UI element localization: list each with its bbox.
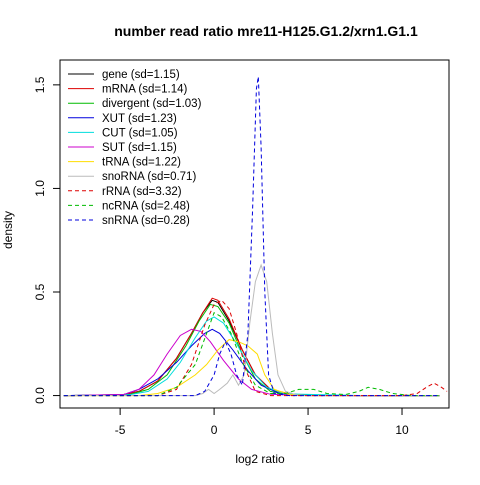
- series-line: [63, 263, 440, 397]
- y-tick-label: 0.0: [33, 387, 47, 404]
- legend-label: mRNA (sd=1.14): [102, 84, 187, 96]
- x-tick-label: 10: [395, 423, 409, 437]
- legend-label: tRNA (sd=1.22): [102, 157, 181, 169]
- series-line: [63, 316, 440, 397]
- legend-label: ncRNA (sd=2.48): [102, 200, 190, 212]
- legend-label: CUT (sd=1.05): [102, 127, 178, 139]
- legend-label: gene (sd=1.15): [102, 69, 180, 81]
- legend-label: snRNA (sd=0.28): [102, 215, 190, 227]
- x-tick-label: -5: [115, 423, 126, 437]
- x-axis-label: log2 ratio: [235, 452, 285, 466]
- x-tick-label: 0: [211, 423, 218, 437]
- legend-label: SUT (sd=1.15): [102, 142, 177, 154]
- legend: gene (sd=1.15) mRNA (sd=1.14) divergent (s…: [68, 69, 202, 227]
- legend-label: rRNA (sd=3.32): [102, 186, 182, 198]
- series-line: [63, 311, 440, 397]
- legend-label: XUT (sd=1.23): [102, 113, 177, 125]
- plot-frame: [59, 59, 450, 409]
- y-tick-label: 1.5: [33, 76, 47, 93]
- legend-label: divergent (sd=1.03): [102, 98, 202, 110]
- legend-label: snoRNA (sd=0.71): [102, 171, 196, 183]
- y-tick-label: 1.0: [33, 180, 47, 197]
- series-lines: [63, 76, 448, 397]
- y-tick-label: 0.5: [33, 283, 47, 300]
- y-axis-label: density: [1, 211, 15, 249]
- series-line: [63, 76, 440, 397]
- x-tick-label: 5: [305, 423, 312, 437]
- chart-title: number read ratio mre11-H125.G1.2/xrn1.G…: [114, 23, 418, 39]
